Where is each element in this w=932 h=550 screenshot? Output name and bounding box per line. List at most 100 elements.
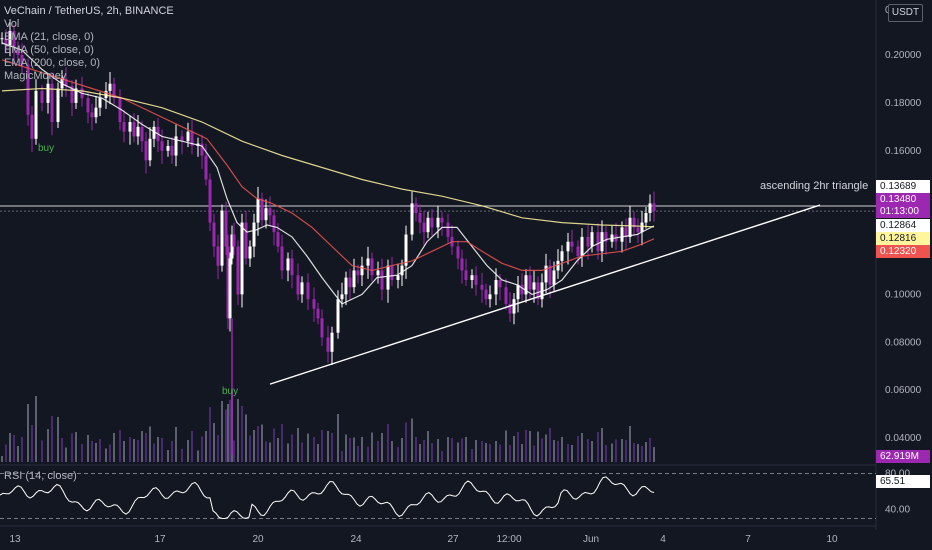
candle-body bbox=[430, 217, 434, 228]
candle-body bbox=[524, 275, 528, 295]
volume-bar bbox=[549, 428, 551, 462]
candle-body bbox=[232, 234, 236, 247]
volume-bar bbox=[269, 442, 271, 462]
ema-lines bbox=[1, 42, 655, 305]
x-tick-label: 13 bbox=[9, 534, 21, 545]
volume-bar bbox=[387, 424, 389, 462]
candle-body bbox=[244, 222, 248, 259]
volume-bar bbox=[65, 447, 67, 462]
candle-body bbox=[0, 38, 4, 40]
volume-bar bbox=[505, 430, 507, 462]
y-tick-label: 0.20000 bbox=[885, 50, 922, 61]
candle-body bbox=[370, 258, 374, 276]
currency-button[interactable]: USDT bbox=[888, 4, 923, 22]
volume-bar bbox=[95, 443, 97, 462]
candle-body bbox=[330, 332, 334, 352]
volume-bar bbox=[297, 428, 299, 462]
candle-body bbox=[16, 50, 20, 55]
candle-body bbox=[586, 236, 590, 247]
volume-bar bbox=[353, 437, 355, 462]
indicator-ema21[interactable]: EMA (21, close, 0) bbox=[4, 31, 94, 43]
candle-body bbox=[20, 55, 24, 65]
price-label-ema21: 0.12864 bbox=[876, 219, 930, 232]
candle-body bbox=[390, 265, 394, 281]
candle-body bbox=[590, 232, 594, 247]
volume-bar bbox=[331, 433, 333, 462]
volume-bar bbox=[229, 400, 231, 462]
candle-body bbox=[98, 98, 102, 108]
volume-bar bbox=[75, 432, 77, 462]
symbol-title[interactable]: VeChain / TetherUS, 2h, BINANCE bbox=[4, 5, 174, 17]
volume-bar bbox=[341, 451, 343, 462]
candle-body bbox=[410, 203, 414, 235]
volume-bar bbox=[71, 433, 73, 462]
volume-bar bbox=[397, 447, 399, 462]
indicator-vol[interactable]: Vol bbox=[4, 18, 20, 30]
volume-bar bbox=[113, 433, 115, 462]
volume-bar bbox=[587, 439, 589, 462]
volume-bar bbox=[273, 428, 275, 462]
volume-bar bbox=[187, 440, 189, 462]
candle-body bbox=[440, 217, 444, 223]
candle-body bbox=[312, 299, 316, 309]
candle-body bbox=[280, 246, 284, 271]
volume-bar bbox=[287, 443, 289, 462]
volume-label: 62.919M bbox=[876, 450, 930, 463]
candle-body bbox=[488, 294, 492, 300]
volume-bar bbox=[167, 450, 169, 462]
volume-bar bbox=[441, 451, 443, 462]
candle-body bbox=[426, 217, 430, 233]
price-label-last: 0.13689 bbox=[876, 180, 930, 193]
candle-body bbox=[220, 210, 224, 266]
volume-bar bbox=[175, 427, 177, 462]
volume-bar bbox=[541, 438, 543, 462]
rsi-legend[interactable]: RSI (14, close) bbox=[4, 470, 77, 482]
candle-body bbox=[352, 270, 356, 288]
volume-bar bbox=[629, 426, 631, 462]
candle-body bbox=[386, 265, 390, 290]
candle-body bbox=[348, 277, 352, 288]
candle-body bbox=[544, 265, 548, 283]
candle-body bbox=[224, 210, 228, 247]
volume-bar bbox=[427, 431, 429, 462]
volume-bar bbox=[371, 432, 373, 462]
volume-bar bbox=[213, 423, 215, 462]
volume-bar bbox=[431, 443, 433, 462]
triangle-annotation[interactable]: ascending 2hr triangle bbox=[760, 180, 869, 192]
indicator-magicmoney[interactable]: MagicMoney bbox=[4, 70, 67, 82]
candle-body bbox=[256, 198, 260, 223]
indicator-ema200[interactable]: EMA (200, close, 0) bbox=[4, 57, 100, 69]
volume-bar bbox=[357, 446, 359, 462]
candle-body bbox=[40, 90, 44, 103]
candle-body bbox=[436, 217, 440, 228]
candle-body bbox=[136, 126, 140, 137]
candle-body bbox=[50, 83, 54, 123]
volume-bar bbox=[525, 430, 527, 462]
candle-body bbox=[512, 299, 516, 314]
candle-body bbox=[64, 78, 68, 87]
volume-bar bbox=[181, 449, 183, 462]
volume-bar bbox=[327, 431, 329, 462]
candle-body bbox=[560, 251, 564, 261]
x-tick-label: 24 bbox=[350, 534, 362, 545]
volume-bar bbox=[615, 439, 617, 462]
volume-bar bbox=[123, 441, 125, 462]
volume-bar bbox=[423, 440, 425, 462]
x-tick-label: Jun bbox=[583, 534, 599, 545]
candle-body bbox=[366, 258, 370, 266]
price-label-ema50: 0.12320 bbox=[876, 245, 930, 258]
candle-body bbox=[648, 203, 652, 213]
volume-bar bbox=[577, 436, 579, 462]
candle-body bbox=[286, 258, 290, 271]
indicator-ema50[interactable]: EMA (50, close, 0) bbox=[4, 44, 94, 56]
candle-body bbox=[8, 31, 12, 46]
candle-body bbox=[396, 275, 400, 281]
candle-body bbox=[112, 83, 116, 99]
volume-bar bbox=[41, 440, 43, 462]
volume-bar bbox=[361, 437, 363, 462]
candle-body bbox=[276, 232, 280, 247]
volume-bar bbox=[313, 437, 315, 462]
candle-body bbox=[104, 90, 108, 99]
candle-body bbox=[296, 275, 300, 295]
